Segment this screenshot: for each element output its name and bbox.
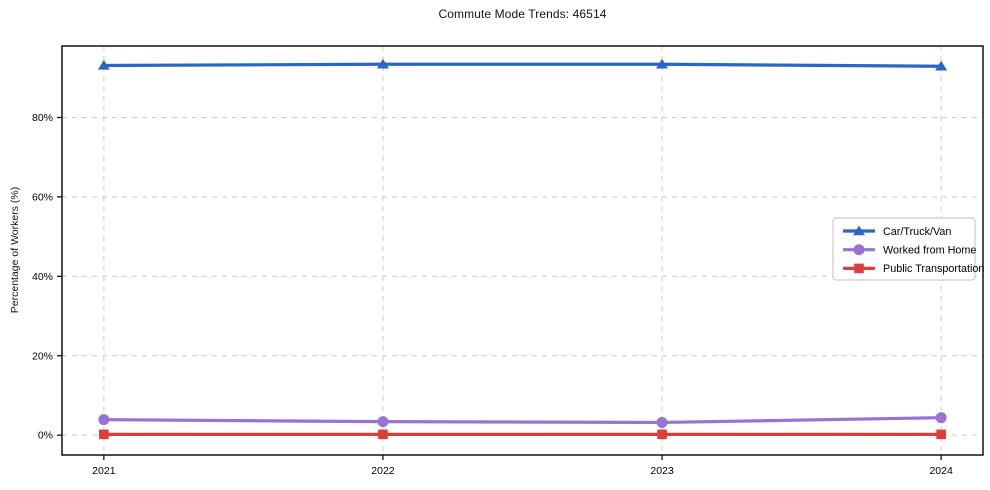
y-tick-label: 60%	[32, 191, 53, 203]
y-axis-label: Percentage of Workers (%)	[9, 186, 21, 314]
series-worked-from-home	[98, 412, 947, 428]
circle-marker	[656, 416, 668, 428]
legend-label: Car/Truck/Van	[883, 226, 951, 238]
chart-title: Commute Mode Trends: 46514	[438, 7, 607, 21]
y-tick-label: 0%	[38, 430, 53, 442]
x-tick-label: 2024	[929, 465, 953, 477]
y-tick-label: 80%	[32, 112, 53, 124]
series-public-transportation	[99, 429, 946, 440]
y-tick-label: 20%	[32, 350, 53, 362]
square-marker	[378, 429, 388, 440]
x-tick-label: 2023	[650, 465, 674, 477]
legend-item-car-truck-van: Car/Truck/Van	[843, 225, 951, 238]
legend: Car/Truck/Van Worked from Home Public Tran…	[832, 217, 984, 281]
series-line	[102, 416, 943, 425]
x-tick-label: 2021	[92, 465, 116, 477]
triangle-marker	[656, 58, 669, 69]
circle-marker	[935, 412, 947, 424]
plot-border	[61, 45, 984, 456]
plot-area	[62, 46, 983, 455]
circle-icon	[853, 244, 865, 256]
circle-marker	[98, 414, 110, 426]
legend-label: Public Transportation	[883, 263, 984, 275]
legend-item-worked-from-home: Worked from Home	[843, 244, 976, 257]
square-marker	[657, 429, 667, 440]
legend-item-public-transportation: Public Transportation	[843, 263, 984, 275]
x-tick-label: 2022	[371, 465, 395, 477]
legend-label: Worked from Home	[883, 245, 976, 257]
series-car-truck-van	[97, 58, 948, 71]
y-tick-label: 40%	[32, 271, 53, 283]
square-marker	[936, 429, 946, 440]
triangle-marker	[97, 59, 110, 70]
triangle-marker	[376, 58, 389, 69]
square-icon	[854, 263, 864, 274]
legend-box	[832, 217, 976, 281]
triangle-icon	[853, 225, 865, 236]
series-line	[102, 62, 943, 68]
circle-marker	[377, 416, 389, 428]
square-marker	[99, 429, 109, 440]
triangle-marker	[935, 60, 948, 71]
